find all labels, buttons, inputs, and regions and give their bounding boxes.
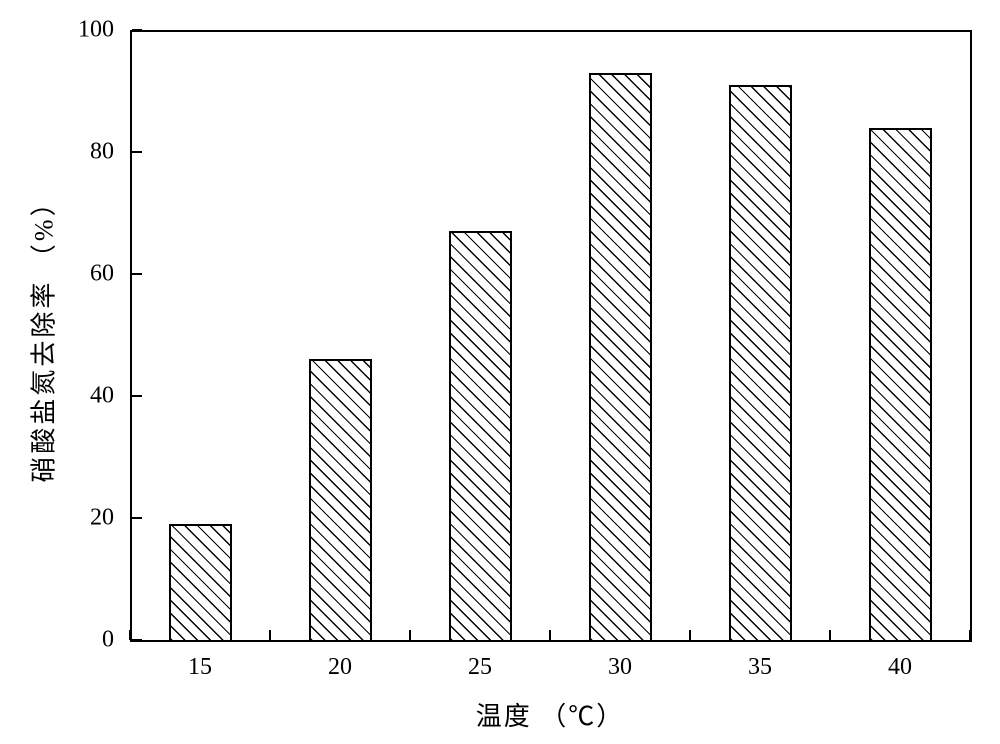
x-tick-label: 30 xyxy=(608,654,632,681)
x-axis-title: 温度 （℃） xyxy=(476,696,625,733)
x-tick xyxy=(269,630,271,640)
bar-hatch xyxy=(731,87,790,640)
bar xyxy=(869,128,932,640)
y-axis-title: 硝酸盐氮去除率 （%） xyxy=(24,187,61,482)
axis-line xyxy=(130,30,972,32)
bar-hatch xyxy=(871,130,930,640)
y-tick xyxy=(132,273,142,275)
x-tick-label: 40 xyxy=(888,654,912,681)
bar xyxy=(309,359,372,640)
bar-hatch xyxy=(171,526,230,640)
y-tick-label: 60 xyxy=(0,261,114,288)
x-tick-label: 15 xyxy=(188,654,212,681)
y-tick-label: 0 xyxy=(0,627,114,654)
y-tick xyxy=(132,151,142,153)
y-tick-label: 40 xyxy=(0,383,114,410)
x-tick-label: 25 xyxy=(468,654,492,681)
bar-hatch xyxy=(311,361,370,640)
chart-container: 硝酸盐氮去除率 （%） 温度 （℃） 0 20 40 60 80 100 15 20 25 30 3… xyxy=(0,0,1000,744)
x-tick xyxy=(969,630,971,640)
x-tick-label: 20 xyxy=(328,654,352,681)
x-tick xyxy=(829,630,831,640)
axis-line xyxy=(970,30,972,642)
y-tick xyxy=(132,517,142,519)
bar xyxy=(449,231,512,640)
y-tick xyxy=(132,395,142,397)
bar xyxy=(169,524,232,640)
bar xyxy=(729,85,792,640)
x-tick xyxy=(409,630,411,640)
axis-line xyxy=(130,30,132,642)
y-tick xyxy=(132,29,142,31)
x-tick-label: 35 xyxy=(748,654,772,681)
axis-line xyxy=(130,640,972,642)
bar-hatch xyxy=(591,75,650,640)
x-tick xyxy=(129,630,131,640)
x-tick xyxy=(549,630,551,640)
bar-hatch xyxy=(451,233,510,640)
x-tick xyxy=(689,630,691,640)
plot-area xyxy=(130,30,970,640)
bar xyxy=(589,73,652,640)
y-tick xyxy=(132,639,142,641)
y-tick-label: 20 xyxy=(0,505,114,532)
y-tick-label: 100 xyxy=(0,17,114,44)
y-tick-label: 80 xyxy=(0,139,114,166)
